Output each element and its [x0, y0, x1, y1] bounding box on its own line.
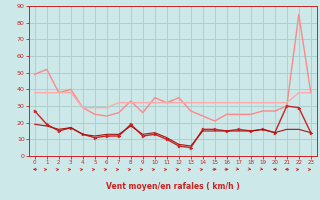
X-axis label: Vent moyen/en rafales ( km/h ): Vent moyen/en rafales ( km/h ): [106, 182, 240, 191]
